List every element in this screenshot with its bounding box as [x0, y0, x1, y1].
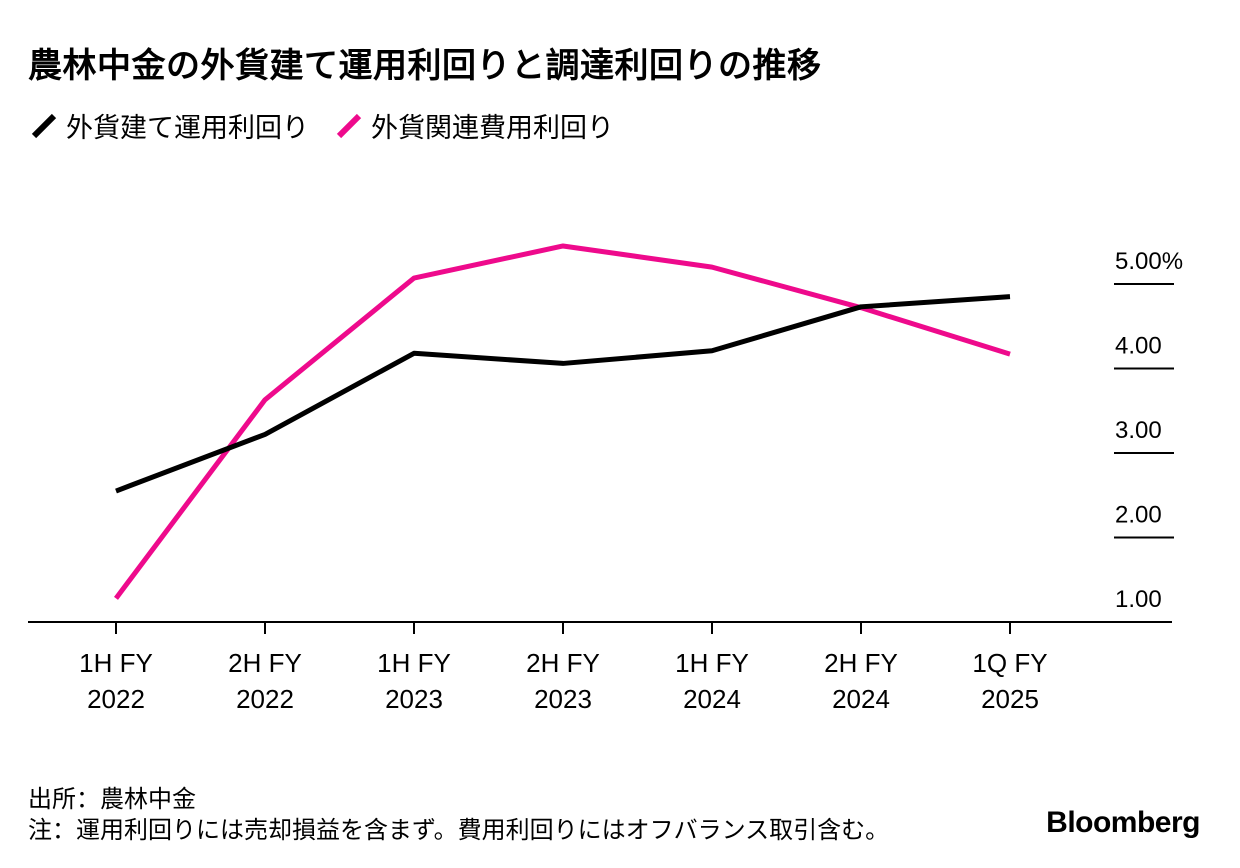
x-tick-label: 2024 — [832, 684, 890, 714]
x-tick-label: 2H FY — [228, 648, 302, 678]
x-tick-label: 1H FY — [675, 648, 749, 678]
legend-swatch-pink — [336, 113, 362, 138]
x-tick-label: 2025 — [981, 684, 1039, 714]
x-tick-label: 1H FY — [79, 648, 153, 678]
x-tick-label: 2022 — [236, 684, 294, 714]
y-tick-label: 5.00% — [1115, 248, 1183, 275]
legend-swatch-black — [31, 113, 57, 138]
x-tick-label: 2023 — [385, 684, 443, 714]
footnote: 注：運用利回りには売却損益を含まず。費用利回りにはオフバランス取引含む。 — [28, 816, 890, 844]
legend-item-funding-cost: 外貨関連費用利回り — [335, 106, 614, 145]
series-line-funding-cost — [114, 243, 1011, 600]
series-line-investment-yield — [115, 294, 1011, 494]
x-tick-label: 2024 — [683, 684, 741, 714]
y-tick-label: 4.00 — [1115, 333, 1162, 360]
source-note: 出所：農林中金 — [28, 785, 196, 813]
x-tick-label: 2023 — [534, 684, 592, 714]
y-tick-label: 3.00 — [1115, 417, 1162, 444]
legend-item-investment-yield: 外貨建て運用利回り — [30, 106, 309, 145]
footer: 出所：農林中金 注：運用利回りには売却損益を含まず。費用利回りにはオフバランス取… — [28, 784, 889, 846]
x-tick-label: 2H FY — [824, 648, 898, 678]
legend-label-investment-yield: 外貨建て運用利回り — [66, 113, 309, 144]
legend: 外貨建て運用利回り 外貨関連費用利回り — [30, 106, 640, 145]
x-tick-label: 1H FY — [377, 648, 451, 678]
x-tick-label: 2022 — [87, 684, 145, 714]
x-tick-label: 1Q FY — [972, 648, 1047, 678]
bloomberg-logo: Bloomberg — [1046, 806, 1200, 839]
y-tick-label: 1.00 — [1115, 586, 1162, 613]
legend-label-funding-cost: 外貨関連費用利回り — [371, 113, 614, 144]
chart-title: 農林中金の外貨建て運用利回りと調達利回りの推移 — [28, 46, 822, 86]
x-tick-label: 2H FY — [526, 648, 600, 678]
y-tick-label: 2.00 — [1115, 502, 1162, 529]
